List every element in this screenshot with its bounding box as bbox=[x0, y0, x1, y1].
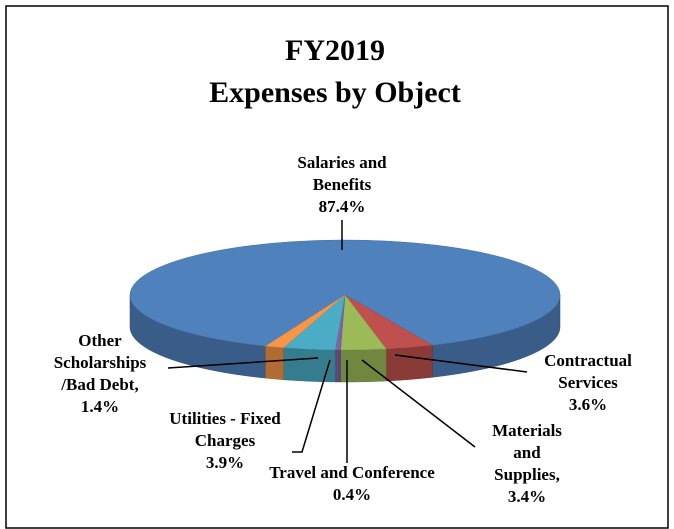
value-label: 1.4% bbox=[80, 397, 120, 416]
leader-line bbox=[394, 354, 528, 373]
slice-label: Utilities - Fixed Charges 3.9% bbox=[145, 408, 305, 474]
leader-line bbox=[361, 359, 476, 448]
leader-line bbox=[292, 359, 331, 453]
category-label: Materials and Supplies, bbox=[492, 421, 562, 484]
category-label: Other Scholarships /Bad Debt, bbox=[53, 331, 147, 394]
value-label: 3.9% bbox=[205, 453, 245, 472]
value-label: 87.4% bbox=[318, 197, 366, 216]
category-label: Contractual Services bbox=[544, 351, 632, 392]
slice-side bbox=[334, 349, 341, 383]
slice bbox=[129, 239, 561, 347]
slice-side bbox=[265, 345, 284, 380]
category-label: Travel and Conference bbox=[269, 463, 435, 482]
category-label: Utilities - Fixed Charges bbox=[169, 409, 281, 450]
pie bbox=[129, 239, 561, 383]
chart-title: Expenses by Object bbox=[209, 76, 461, 109]
slice-label: Other Scholarships /Bad Debt, 1.4% bbox=[40, 330, 160, 418]
leader-lines bbox=[167, 220, 528, 463]
slice bbox=[264, 294, 346, 348]
value-label: 3.4% bbox=[507, 487, 547, 506]
category-label: Salaries and Benefits bbox=[297, 153, 387, 194]
slice-label: Contractual Services 3.6% bbox=[528, 350, 648, 416]
slice-label: Materials and Supplies, 3.4% bbox=[482, 420, 572, 508]
value-label: 0.4% bbox=[332, 485, 372, 504]
slice-label: Salaries and Benefits 87.4% bbox=[272, 152, 412, 218]
value-label: 3.6% bbox=[568, 395, 608, 414]
slice-side bbox=[385, 344, 433, 382]
leader-line bbox=[167, 357, 319, 369]
slice-label: Travel and Conference 0.4% bbox=[247, 462, 457, 506]
slice-side bbox=[283, 347, 336, 383]
chart-title: FY2019 bbox=[285, 34, 385, 67]
